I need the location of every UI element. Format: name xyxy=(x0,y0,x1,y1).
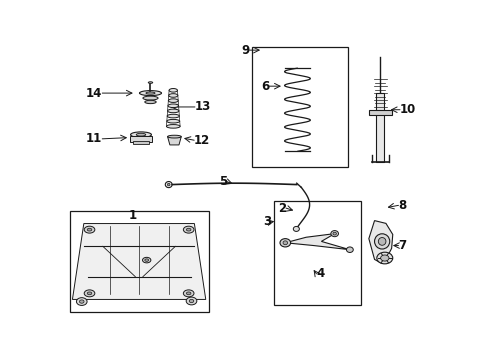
Text: 6: 6 xyxy=(261,80,270,93)
Ellipse shape xyxy=(165,181,172,188)
Ellipse shape xyxy=(167,125,180,128)
Ellipse shape xyxy=(169,89,177,92)
Ellipse shape xyxy=(183,290,194,297)
Ellipse shape xyxy=(84,226,95,233)
Ellipse shape xyxy=(186,292,191,295)
Bar xyxy=(252,48,348,167)
Bar xyxy=(130,135,151,141)
Ellipse shape xyxy=(79,300,84,303)
Ellipse shape xyxy=(189,299,194,303)
Text: 5: 5 xyxy=(219,175,227,188)
Ellipse shape xyxy=(148,82,153,84)
Ellipse shape xyxy=(186,228,191,231)
Ellipse shape xyxy=(169,94,178,97)
Ellipse shape xyxy=(378,238,386,245)
Bar xyxy=(274,201,361,305)
Text: 1: 1 xyxy=(128,208,137,221)
Bar xyxy=(133,141,148,144)
Ellipse shape xyxy=(183,226,194,233)
Ellipse shape xyxy=(143,257,151,263)
Ellipse shape xyxy=(333,232,336,235)
Ellipse shape xyxy=(87,228,92,231)
Ellipse shape xyxy=(374,234,390,249)
Bar xyxy=(70,211,209,312)
Ellipse shape xyxy=(87,292,92,295)
Ellipse shape xyxy=(136,133,146,136)
Ellipse shape xyxy=(186,297,197,305)
Text: 3: 3 xyxy=(263,216,271,229)
Ellipse shape xyxy=(76,298,87,305)
Text: 8: 8 xyxy=(398,199,407,212)
Text: 12: 12 xyxy=(194,134,210,147)
Bar xyxy=(369,110,392,115)
Polygon shape xyxy=(73,224,206,300)
Ellipse shape xyxy=(145,100,156,104)
Text: 13: 13 xyxy=(195,100,211,113)
Ellipse shape xyxy=(377,252,393,264)
Text: 2: 2 xyxy=(278,202,286,215)
Ellipse shape xyxy=(346,247,353,252)
Ellipse shape xyxy=(283,241,288,245)
Ellipse shape xyxy=(84,290,95,297)
Ellipse shape xyxy=(168,183,170,186)
Polygon shape xyxy=(285,234,350,250)
Polygon shape xyxy=(168,136,181,145)
Ellipse shape xyxy=(168,135,181,138)
Ellipse shape xyxy=(168,104,178,108)
Ellipse shape xyxy=(168,109,179,113)
Ellipse shape xyxy=(280,239,291,247)
Polygon shape xyxy=(369,221,393,264)
Text: 9: 9 xyxy=(242,44,249,57)
Text: 14: 14 xyxy=(86,87,102,100)
Ellipse shape xyxy=(381,255,389,261)
Text: 7: 7 xyxy=(398,239,407,252)
Ellipse shape xyxy=(294,226,299,231)
Ellipse shape xyxy=(143,96,158,100)
Ellipse shape xyxy=(331,231,339,237)
Text: 10: 10 xyxy=(400,103,416,116)
Ellipse shape xyxy=(140,91,162,96)
Ellipse shape xyxy=(167,114,179,118)
Text: 11: 11 xyxy=(86,132,102,145)
Ellipse shape xyxy=(167,120,180,123)
Ellipse shape xyxy=(130,132,151,138)
Bar xyxy=(376,93,385,162)
Ellipse shape xyxy=(169,99,178,103)
Ellipse shape xyxy=(146,92,155,94)
Text: 4: 4 xyxy=(317,267,325,280)
Ellipse shape xyxy=(145,259,148,261)
